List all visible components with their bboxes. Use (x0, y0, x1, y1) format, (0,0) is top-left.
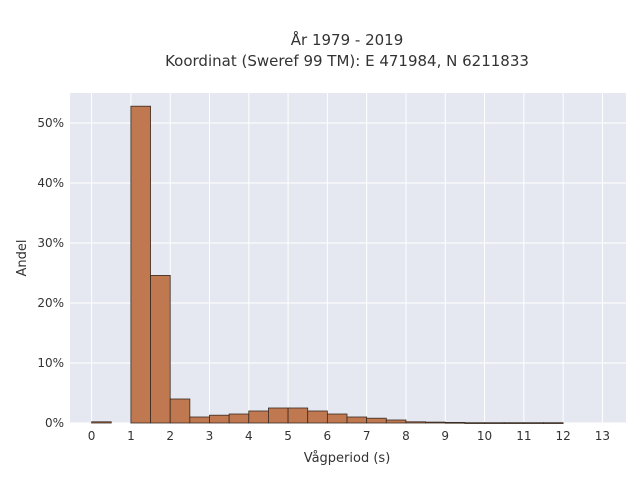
x-tick-label: 9 (441, 429, 449, 443)
y-tick-label: 0% (45, 416, 64, 430)
histogram-bar (189, 416, 210, 424)
x-tick-label: 12 (555, 429, 570, 443)
histogram-bar (287, 407, 309, 424)
x-tick-label: 11 (516, 429, 531, 443)
histogram-bar (484, 422, 505, 424)
histogram-bar (150, 274, 171, 424)
x-tick-label: 5 (284, 429, 292, 443)
x-tick-label: 0 (88, 429, 96, 443)
histogram-bar (326, 413, 348, 424)
y-tick-label: 50% (37, 116, 64, 130)
histogram-bar (425, 421, 446, 424)
histogram-bar (385, 419, 407, 424)
histogram-bar (444, 421, 466, 424)
x-tick-label: 10 (477, 429, 492, 443)
chart-subtitle: Koordinat (Sweref 99 TM): E 471984, N 62… (165, 52, 529, 70)
histogram-bar (228, 413, 250, 424)
x-tick-label: 8 (402, 429, 410, 443)
x-tick-label: 7 (363, 429, 371, 443)
x-tick-label: 13 (595, 429, 610, 443)
y-tick-label: 10% (37, 356, 64, 370)
histogram-bar (209, 414, 230, 424)
y-axis-ticks: 0% 10% 20% 30% 40% 50% (37, 116, 64, 430)
histogram-bar (464, 422, 485, 424)
bars (91, 105, 564, 424)
chart-title: År 1979 - 2019 (291, 30, 404, 49)
histogram-bar (366, 417, 387, 424)
x-axis-ticks: 0 1 2 3 4 5 6 7 8 9 10 11 12 13 (88, 429, 610, 443)
histogram-bar (91, 421, 112, 424)
histogram-bar (130, 105, 151, 424)
histogram-bar (405, 421, 427, 424)
x-axis-label: Vågperiod (s) (304, 451, 391, 466)
x-tick-label: 1 (127, 429, 135, 443)
y-axis-label: Andel (15, 240, 30, 277)
y-tick-label: 20% (37, 296, 64, 310)
histogram-bar (307, 410, 328, 424)
x-tick-label: 6 (324, 429, 332, 443)
histogram-bar (169, 398, 191, 424)
histogram-bar (268, 407, 289, 424)
histogram-bar (503, 422, 525, 424)
histogram-bar (346, 416, 368, 424)
histogram-bar (248, 410, 269, 424)
y-tick-label: 30% (37, 236, 64, 250)
x-tick-label: 2 (166, 429, 174, 443)
y-tick-label: 40% (37, 176, 64, 190)
histogram-bar (523, 422, 544, 424)
histogram-bar (543, 422, 564, 424)
x-tick-label: 4 (245, 429, 253, 443)
x-tick-label: 3 (206, 429, 214, 443)
